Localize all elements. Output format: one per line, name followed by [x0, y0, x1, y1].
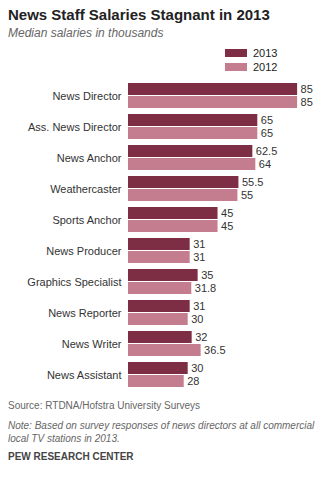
- svg-text:45: 45: [221, 207, 233, 219]
- svg-text:News Writer: News Writer: [62, 338, 122, 350]
- html-text:PEW RESEARCH CENTER: PEW RESEARCH CENTER: [8, 451, 134, 462]
- html-text:Median salaries in thousands: Median salaries in thousands: [8, 26, 164, 40]
- svg-text:News Anchor: News Anchor: [57, 152, 122, 164]
- svg-text:85: 85: [301, 83, 313, 95]
- svg-text:30: 30: [191, 362, 203, 374]
- html-text:Note: Based on survey response: Note: Based on survey responses of news …: [8, 420, 315, 444]
- svg-text:32: 32: [195, 331, 207, 343]
- svg-text:36.5: 36.5: [204, 344, 225, 356]
- html-text:2013: 2013: [253, 47, 278, 59]
- svg-text:Graphics Specialist: Graphics Specialist: [27, 276, 121, 288]
- svg-text:News Producer: News Producer: [46, 245, 122, 257]
- svg-text:64: 64: [259, 158, 271, 170]
- svg-text:65: 65: [261, 127, 273, 139]
- svg-text:Ass. News Director: Ass. News Director: [28, 121, 122, 133]
- html-text:2012: 2012: [253, 61, 278, 73]
- svg-text:31.8: 31.8: [195, 282, 216, 294]
- svg-text:55.5: 55.5: [242, 176, 263, 188]
- svg-text:45: 45: [221, 220, 233, 232]
- svg-text:31: 31: [193, 238, 205, 250]
- svg-text:31: 31: [193, 300, 205, 312]
- html-text:News Staff Salaries Stagnant i: News Staff Salaries Stagnant in 2013: [8, 6, 270, 23]
- svg-text:55: 55: [241, 189, 253, 201]
- svg-text:62.5: 62.5: [256, 145, 277, 157]
- svg-text:31: 31: [193, 251, 205, 263]
- svg-text:35: 35: [201, 269, 213, 281]
- svg-text:85: 85: [301, 96, 313, 108]
- html-text:Source: RTDNA/Hofstra Universi: Source: RTDNA/Hofstra University Surveys: [8, 400, 201, 411]
- svg-text:News Assistant: News Assistant: [47, 369, 122, 381]
- svg-text:News Reporter: News Reporter: [48, 307, 122, 319]
- svg-text:News Director: News Director: [52, 90, 121, 102]
- svg-text:28: 28: [187, 375, 199, 387]
- svg-text:30: 30: [191, 313, 203, 325]
- svg-text:Sports Anchor: Sports Anchor: [52, 214, 121, 226]
- svg-text:Weathercaster: Weathercaster: [50, 183, 122, 195]
- svg-text:65: 65: [261, 114, 273, 126]
